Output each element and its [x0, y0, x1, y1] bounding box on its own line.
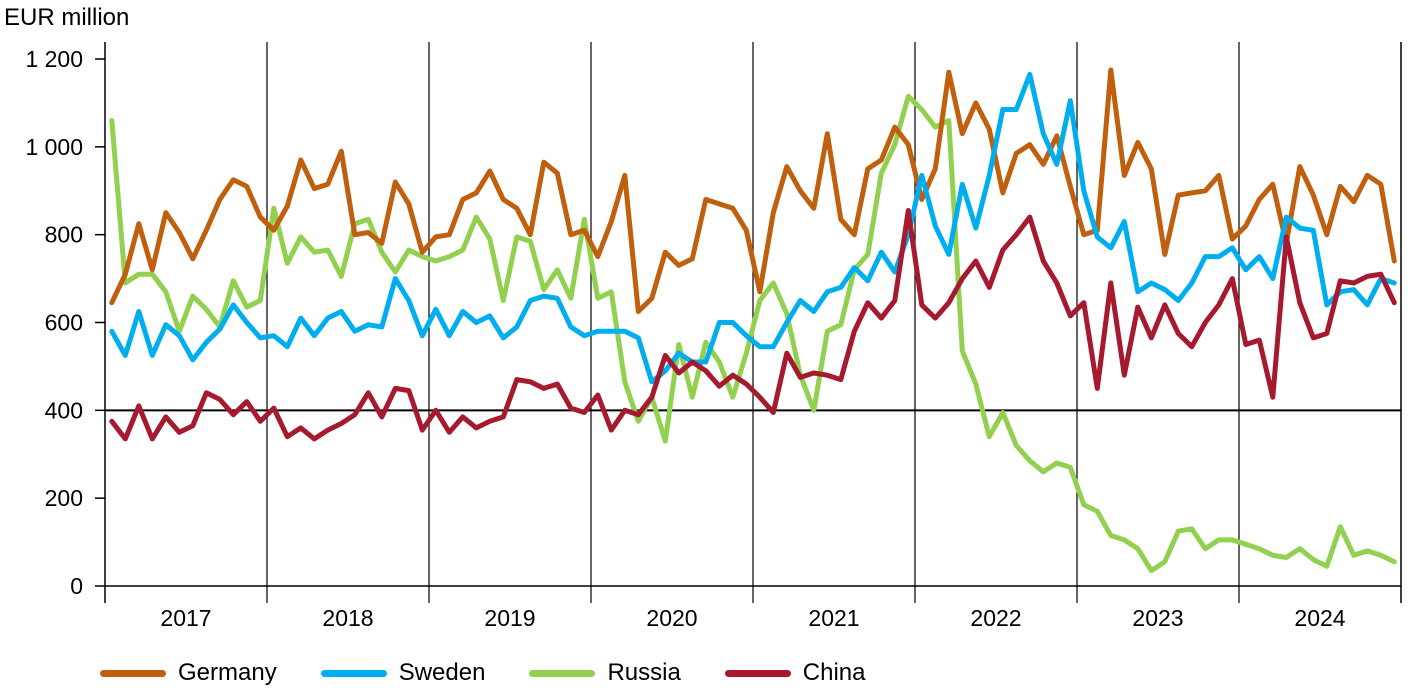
legend-item-sweden: Sweden — [320, 659, 486, 687]
y-tick-label: 200 — [45, 485, 83, 511]
x-tick-label-year: 2021 — [808, 605, 859, 631]
y-tick-label: 400 — [45, 397, 83, 423]
legend-item-russia: Russia — [529, 659, 681, 687]
series-line-china — [109, 208, 1397, 442]
series-line-sweden — [109, 71, 1397, 385]
y-tick-label: 1 200 — [25, 46, 83, 72]
y-tick-label: 0 — [70, 573, 83, 599]
legend-label-russia: Russia — [607, 659, 681, 686]
legend-item-china: China — [724, 659, 866, 687]
x-tick-label-year: 2024 — [1294, 605, 1345, 631]
x-tick-label-year: 2018 — [322, 605, 373, 631]
y-axis-unit-label: EUR million — [4, 4, 130, 31]
x-tick-label-year: 2017 — [160, 605, 211, 631]
x-tick-label-year: 2022 — [970, 605, 1021, 631]
legend-swatch-sweden — [320, 669, 387, 677]
y-tick-label: 800 — [45, 222, 83, 248]
legend-label-germany: Germany — [178, 659, 277, 686]
legend-swatch-germany — [100, 669, 166, 677]
y-tick-label: 600 — [45, 310, 83, 336]
x-tick-label-year: 2019 — [484, 605, 535, 631]
series-line-russia — [109, 93, 1397, 574]
legend-label-sweden: Sweden — [398, 659, 486, 686]
y-tick-label: 1 000 — [25, 134, 83, 160]
legend-swatch-russia — [529, 669, 596, 677]
legend-swatch-china — [724, 669, 791, 677]
legend-label-china: China — [802, 659, 866, 686]
chart-legend: Germany Sweden Russia China — [100, 659, 910, 687]
series-line-germany — [109, 67, 1397, 314]
x-tick-label-year: 2020 — [646, 605, 697, 631]
x-tick-label-year: 2023 — [1132, 605, 1183, 631]
legend-item-germany: Germany — [100, 659, 277, 687]
